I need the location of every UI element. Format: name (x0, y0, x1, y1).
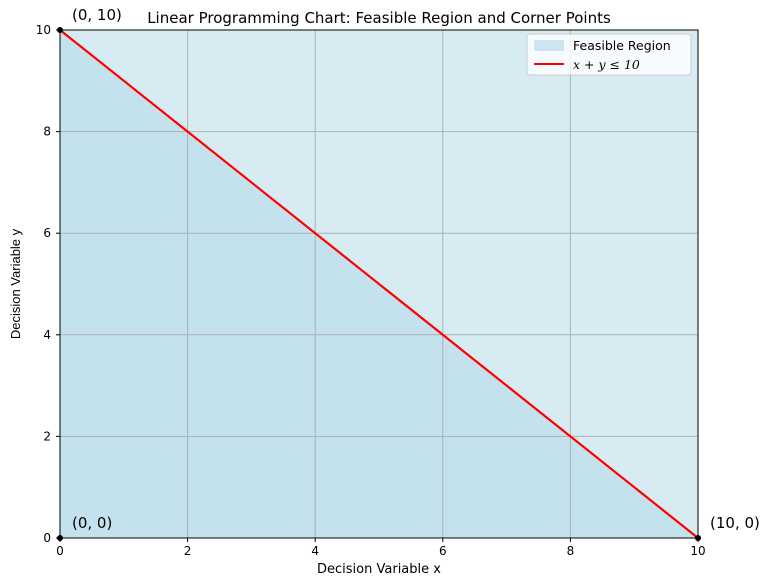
legend-label-feasible-region: Feasible Region (573, 38, 671, 53)
y-tick-label: 6 (43, 226, 51, 240)
corner-point (57, 535, 63, 541)
constraint-line-layer (59, 29, 699, 539)
y-tick-label: 8 (43, 125, 51, 139)
x-axis-label: Decision Variable x (317, 562, 441, 577)
y-tick-label: 10 (36, 23, 51, 37)
legend: Feasible Region x + y ≤ 10 (526, 33, 692, 76)
x-tick-label: 8 (567, 544, 575, 558)
corner-point-label: (0, 10) (72, 6, 122, 24)
grid-layer (59, 29, 699, 539)
x-tick-label: 10 (690, 544, 705, 558)
x-tick-label: 6 (439, 544, 447, 558)
legend-label-constraint: x + y ≤ 10 (573, 57, 640, 72)
constraint-line (59, 29, 699, 539)
corner-point-label: (0, 0) (72, 514, 112, 532)
legend-swatch-feasible-region (534, 40, 564, 51)
legend-box (526, 33, 692, 76)
corner-point-label: (10, 0) (710, 514, 760, 532)
corner-point (695, 535, 701, 541)
y-tick-label: 2 (43, 429, 51, 443)
tick-layer: 0 2 4 6 8 10 0 2 4 6 8 10 (36, 23, 706, 558)
plot-frame (59, 29, 699, 539)
y-tick-label: 4 (43, 328, 51, 342)
x-tick-label: 2 (184, 544, 192, 558)
chart-title: Linear Programming Chart: Feasible Regio… (147, 9, 611, 27)
corner-point (57, 27, 63, 33)
x-tick-label: 0 (56, 544, 64, 558)
x-tick-label: 4 (311, 544, 319, 558)
corner-point-layer: (0, 0) (10, 0) (0, 10) (57, 6, 760, 541)
y-axis-label: Decision Variable y (8, 228, 23, 339)
y-tick-label: 0 (43, 531, 51, 545)
